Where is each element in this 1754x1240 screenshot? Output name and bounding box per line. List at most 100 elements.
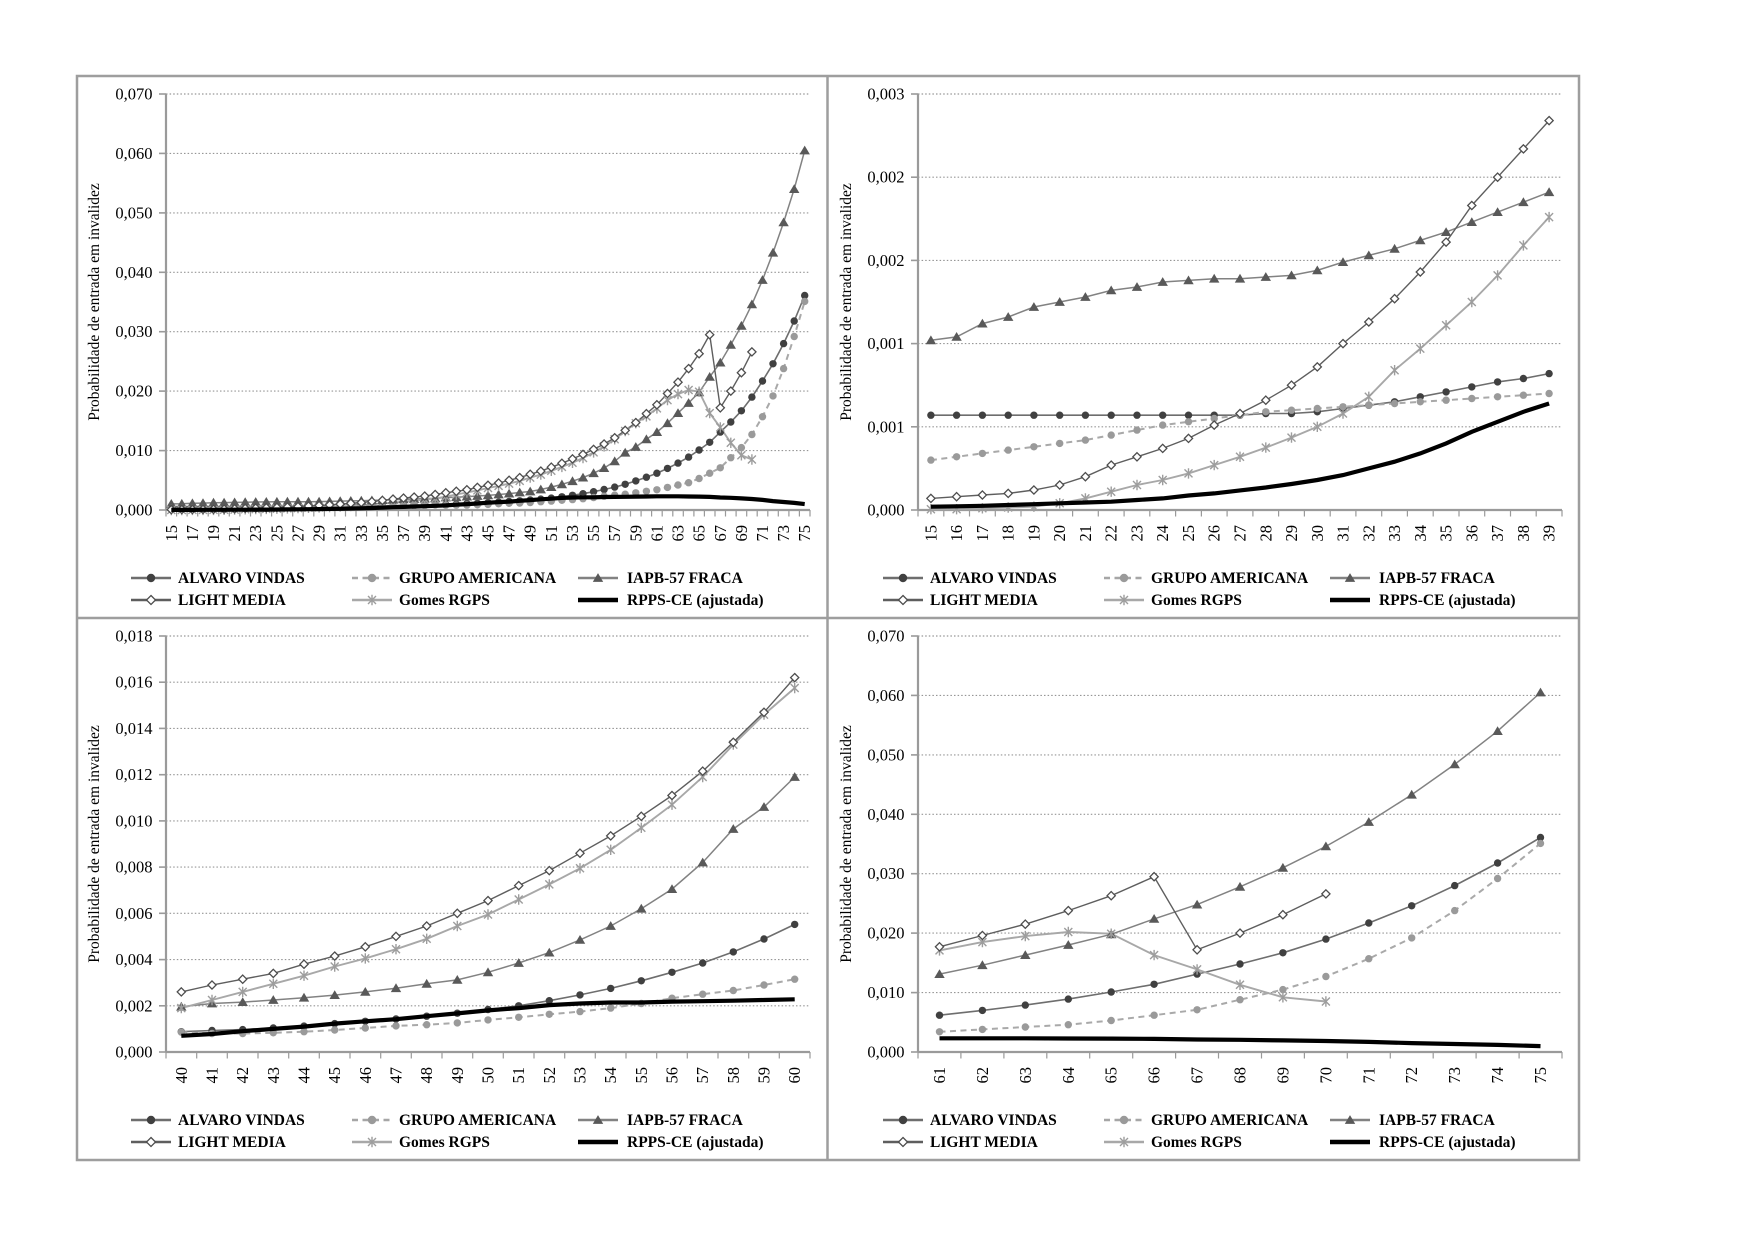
svg-text:0,060: 0,060	[115, 144, 152, 163]
svg-text:45: 45	[325, 1067, 344, 1084]
svg-text:IAPB-57 FRACA: IAPB-57 FRACA	[627, 1112, 744, 1129]
svg-text:21: 21	[225, 525, 244, 542]
svg-text:72: 72	[1402, 1067, 1421, 1084]
svg-text:71: 71	[753, 525, 772, 542]
svg-text:36: 36	[1462, 525, 1481, 542]
svg-text:29: 29	[310, 525, 329, 542]
svg-text:29: 29	[1282, 525, 1301, 542]
svg-text:RPPS-CE (ajustada): RPPS-CE (ajustada)	[1379, 592, 1516, 609]
svg-text:LIGHT MEDIA: LIGHT MEDIA	[178, 1134, 287, 1151]
svg-text:18: 18	[999, 525, 1018, 542]
svg-text:23: 23	[1128, 525, 1147, 542]
svg-text:59: 59	[626, 525, 645, 542]
svg-text:41: 41	[436, 525, 455, 542]
svg-text:28: 28	[1256, 525, 1275, 542]
svg-text:54: 54	[601, 1067, 620, 1084]
svg-text:0,060: 0,060	[867, 686, 904, 705]
svg-text:62: 62	[973, 1067, 992, 1084]
svg-text:LIGHT MEDIA: LIGHT MEDIA	[930, 592, 1039, 609]
svg-text:RPPS-CE (ajustada): RPPS-CE (ajustada)	[1379, 1134, 1516, 1151]
svg-text:47: 47	[387, 1067, 406, 1084]
svg-text:0,000: 0,000	[115, 501, 152, 520]
svg-text:65: 65	[690, 525, 709, 542]
svg-text:57: 57	[693, 1067, 712, 1084]
svg-text:GRUPO AMERICANA: GRUPO AMERICANA	[1151, 570, 1309, 587]
svg-text:37: 37	[1488, 525, 1507, 542]
svg-text:63: 63	[1016, 1067, 1035, 1084]
svg-text:74: 74	[1488, 1067, 1507, 1084]
svg-text:15: 15	[162, 525, 181, 542]
svg-text:ALVARO VINDAS: ALVARO VINDAS	[930, 570, 1057, 587]
svg-text:69: 69	[1273, 1067, 1292, 1084]
svg-text:55: 55	[632, 1067, 651, 1084]
svg-text:73: 73	[774, 525, 793, 542]
svg-text:34: 34	[1411, 525, 1430, 542]
svg-text:0,016: 0,016	[115, 673, 152, 692]
svg-text:73: 73	[1445, 1067, 1464, 1084]
svg-text:ALVARO VINDAS: ALVARO VINDAS	[178, 570, 305, 587]
svg-text:LIGHT MEDIA: LIGHT MEDIA	[930, 1134, 1039, 1151]
svg-text:0,040: 0,040	[867, 805, 904, 824]
svg-text:68: 68	[1231, 1067, 1250, 1084]
svg-text:19: 19	[1024, 525, 1043, 542]
svg-text:27: 27	[1231, 525, 1250, 542]
svg-text:38: 38	[1514, 525, 1533, 542]
svg-text:31: 31	[1334, 525, 1353, 542]
svg-text:55: 55	[584, 525, 603, 542]
svg-text:39: 39	[415, 525, 434, 542]
svg-text:21: 21	[1076, 525, 1095, 542]
svg-text:0,000: 0,000	[867, 501, 904, 520]
svg-text:0,000: 0,000	[867, 1043, 904, 1062]
svg-text:35: 35	[373, 525, 392, 542]
svg-text:0,003: 0,003	[867, 85, 904, 104]
svg-text:Gomes RGPS: Gomes RGPS	[1151, 1134, 1242, 1151]
svg-text:61: 61	[647, 525, 666, 542]
svg-text:63: 63	[669, 525, 688, 542]
svg-text:56: 56	[663, 1067, 682, 1084]
svg-text:IAPB-57 FRACA: IAPB-57 FRACA	[627, 570, 744, 587]
svg-text:0,010: 0,010	[115, 441, 152, 460]
svg-text:0,000: 0,000	[115, 1043, 152, 1062]
svg-text:Gomes RGPS: Gomes RGPS	[399, 1134, 490, 1151]
svg-text:26: 26	[1205, 525, 1224, 542]
svg-text:Probabilidade de entrada em in: Probabilidade de entrada em invalidez	[838, 725, 855, 963]
svg-text:0,050: 0,050	[867, 745, 904, 764]
svg-text:66: 66	[1145, 1067, 1164, 1084]
svg-text:70: 70	[1316, 1067, 1335, 1084]
svg-text:0,070: 0,070	[115, 85, 152, 104]
svg-text:37: 37	[394, 525, 413, 542]
svg-text:0,030: 0,030	[867, 864, 904, 883]
svg-text:20: 20	[1050, 525, 1069, 542]
svg-text:40: 40	[172, 1067, 191, 1084]
svg-text:0,004: 0,004	[115, 950, 152, 969]
svg-text:GRUPO AMERICANA: GRUPO AMERICANA	[399, 570, 557, 587]
svg-text:RPPS-CE (ajustada): RPPS-CE (ajustada)	[627, 1134, 764, 1151]
svg-text:35: 35	[1437, 525, 1456, 542]
svg-text:33: 33	[1385, 525, 1404, 542]
svg-text:41: 41	[203, 1067, 222, 1084]
svg-text:GRUPO AMERICANA: GRUPO AMERICANA	[1151, 1112, 1309, 1129]
svg-text:17: 17	[183, 525, 202, 542]
svg-text:0,012: 0,012	[115, 765, 152, 784]
svg-text:Probabilidade de entrada em in: Probabilidade de entrada em invalidez	[86, 725, 103, 963]
svg-text:30: 30	[1308, 525, 1327, 542]
svg-text:24: 24	[1153, 525, 1172, 542]
svg-text:0,020: 0,020	[867, 924, 904, 943]
svg-text:59: 59	[755, 1067, 774, 1084]
svg-text:52: 52	[540, 1067, 559, 1084]
svg-text:0,030: 0,030	[115, 322, 152, 341]
svg-text:15: 15	[921, 525, 940, 542]
svg-text:53: 53	[571, 1067, 590, 1084]
svg-text:Probabilidade de entrada em in: Probabilidade de entrada em invalidez	[86, 183, 103, 421]
svg-text:53: 53	[563, 525, 582, 542]
svg-text:0,040: 0,040	[115, 263, 152, 282]
svg-text:RPPS-CE (ajustada): RPPS-CE (ajustada)	[627, 592, 764, 609]
svg-text:Gomes RGPS: Gomes RGPS	[1151, 592, 1242, 609]
svg-text:75: 75	[795, 525, 814, 542]
svg-text:ALVARO VINDAS: ALVARO VINDAS	[178, 1112, 305, 1129]
svg-text:45: 45	[479, 525, 498, 542]
svg-text:0,070: 0,070	[867, 627, 904, 646]
svg-text:31: 31	[331, 525, 350, 542]
svg-text:IAPB-57 FRACA: IAPB-57 FRACA	[1379, 570, 1496, 587]
svg-text:61: 61	[930, 1067, 949, 1084]
